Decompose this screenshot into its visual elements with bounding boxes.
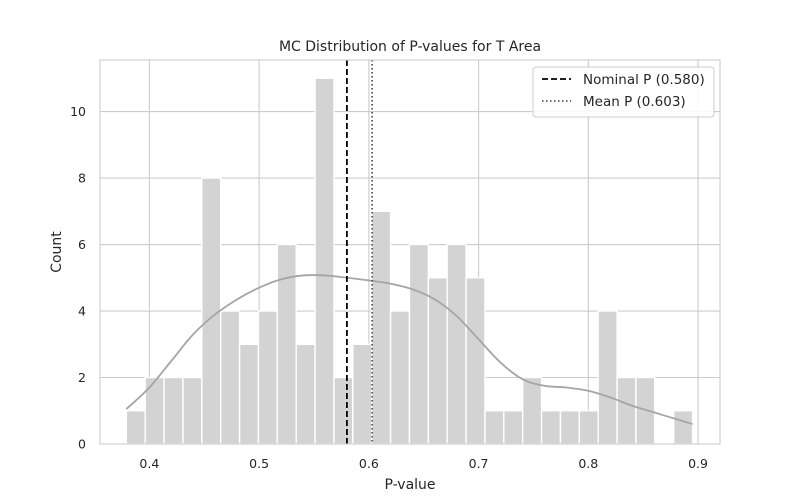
histogram-bar bbox=[333, 376, 354, 445]
histogram-bar bbox=[314, 77, 335, 445]
legend-label-nominal: Nominal P (0.580) bbox=[583, 72, 705, 88]
kde-curve-group bbox=[125, 274, 693, 425]
histogram-bar bbox=[540, 410, 562, 445]
x-axis-label: P-value bbox=[384, 477, 435, 493]
histogram-bar bbox=[389, 310, 411, 445]
legend-box bbox=[532, 66, 715, 118]
histogram-bar bbox=[503, 410, 524, 445]
histogram-bar bbox=[257, 310, 279, 445]
x-tick-labels: 0.4 0.5 0.6 0.7 0.8 0.9 bbox=[139, 456, 708, 471]
x-tick-label: 0.9 bbox=[688, 456, 708, 471]
x-tick-label: 0.5 bbox=[249, 456, 269, 471]
histogram-bar bbox=[559, 410, 581, 445]
x-tick-label: 0.6 bbox=[359, 456, 379, 471]
plot-frame bbox=[99, 59, 721, 445]
histogram-bar bbox=[144, 376, 165, 445]
histogram-bar bbox=[521, 376, 543, 445]
reference-lines bbox=[346, 60, 374, 444]
histogram-bar bbox=[371, 210, 392, 445]
y-tick-label: 8 bbox=[78, 171, 86, 186]
histogram-bar bbox=[597, 310, 618, 445]
y-axis-label: Count bbox=[49, 231, 65, 273]
chart-title: MC Distribution of P-values for T Area bbox=[279, 39, 541, 55]
y-tick-labels: 0 2 4 6 8 10 bbox=[70, 104, 86, 451]
y-tick-label: 2 bbox=[78, 370, 86, 385]
histogram-bar bbox=[408, 243, 430, 445]
histogram-bar bbox=[201, 177, 222, 445]
kde-curve bbox=[125, 274, 693, 425]
histogram-bar bbox=[163, 376, 184, 445]
y-tick-label: 4 bbox=[78, 304, 86, 319]
histogram-bar bbox=[295, 343, 316, 445]
histogram-bar bbox=[672, 410, 694, 445]
histogram-bar bbox=[220, 310, 241, 445]
histogram-bar bbox=[182, 376, 203, 445]
histogram-bar bbox=[427, 277, 448, 445]
legend-label-mean: Mean P (0.603) bbox=[583, 94, 686, 110]
histogram-bar bbox=[238, 343, 260, 445]
legend: Nominal P (0.580) Mean P (0.603) bbox=[532, 66, 715, 118]
histogram-bar bbox=[616, 376, 637, 445]
histogram-bar bbox=[578, 410, 599, 445]
y-tick-label: 0 bbox=[78, 437, 86, 452]
histogram-bar bbox=[352, 343, 373, 445]
histogram-bars bbox=[125, 77, 694, 445]
y-tick-label: 10 bbox=[70, 104, 86, 119]
histogram-bar bbox=[465, 277, 486, 445]
histogram-bar bbox=[446, 243, 467, 445]
y-tick-label: 6 bbox=[78, 237, 86, 252]
x-tick-label: 0.7 bbox=[469, 456, 489, 471]
histogram-bar bbox=[484, 410, 505, 445]
histogram-bar bbox=[276, 243, 297, 445]
x-tick-label: 0.4 bbox=[139, 456, 159, 471]
histogram-bar bbox=[125, 410, 146, 445]
x-tick-label: 0.8 bbox=[578, 456, 598, 471]
